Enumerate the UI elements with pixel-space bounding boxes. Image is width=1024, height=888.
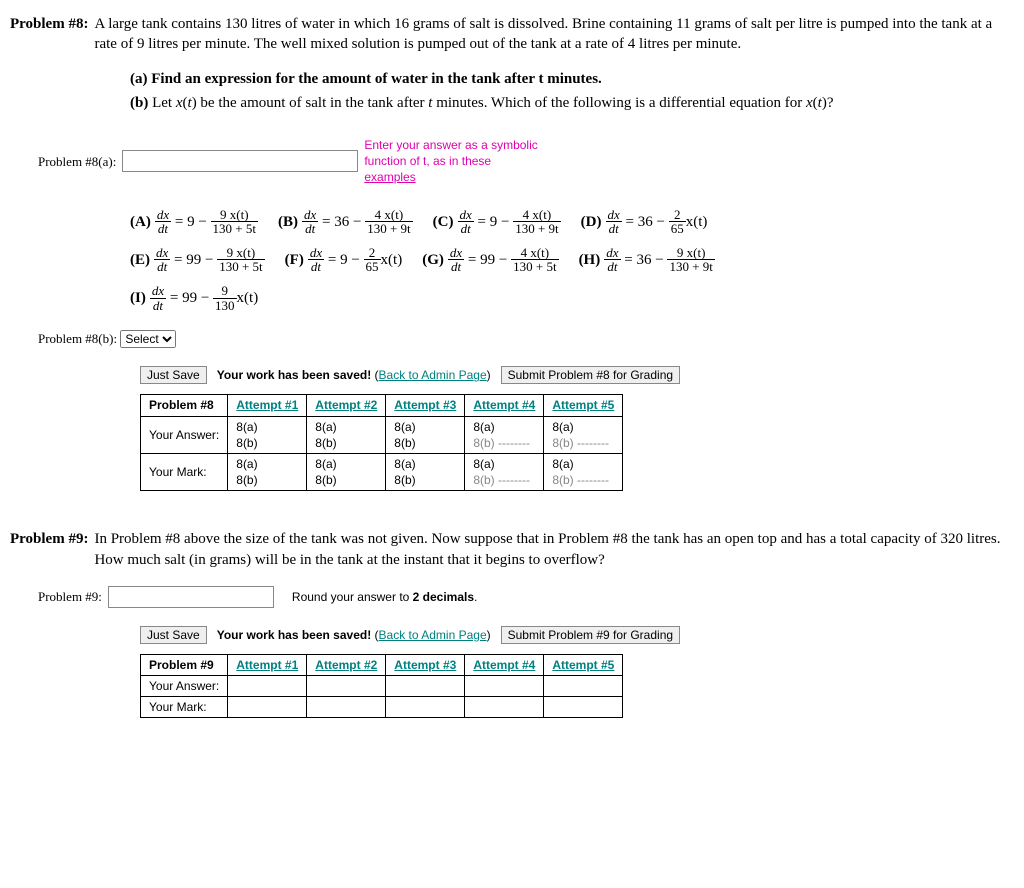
problem-9-header: Problem #9: In Problem #8 above the size… — [10, 529, 1014, 570]
problem-8-parts: (a) Find an expression for the amount of… — [130, 69, 1014, 114]
problem-9-input[interactable] — [108, 586, 274, 608]
choices-block: (A) dxdt = 9 − 9 x(t)130 + 5t (B) dxdt =… — [130, 208, 1014, 313]
submit-button-8[interactable]: Submit Problem #8 for Grading — [501, 366, 680, 384]
attempt-link[interactable]: Attempt #2 — [315, 658, 377, 672]
saved-msg-8: Your work has been saved! (Back to Admin… — [217, 367, 491, 383]
problem-8-label: Problem #8: — [10, 14, 88, 34]
problem-8-header: Problem #8: A large tank contains 130 li… — [10, 14, 1014, 55]
problem-9-label: Problem #9: — [10, 529, 88, 549]
problem-8b-label: Problem #8(b): — [38, 331, 117, 346]
just-save-button-9[interactable]: Just Save — [140, 626, 207, 644]
table-row: Problem #8 Attempt #1 Attempt #2 Attempt… — [141, 395, 623, 416]
attempt-link[interactable]: Attempt #1 — [236, 398, 298, 412]
problem-9-answer-row: Problem #9: Round your answer to 2 decim… — [38, 586, 1014, 608]
attempt-link[interactable]: Attempt #3 — [394, 658, 456, 672]
part-a: (a) Find an expression for the amount of… — [130, 69, 1014, 89]
problem-8a-answer-row: Problem #8(a): Enter your answer as a sy… — [38, 137, 1014, 186]
problem-9-hint: Round your answer to 2 decimals. — [292, 589, 477, 605]
table-row: Your Answer: 8(a)8(b) 8(a)8(b) 8(a)8(b) … — [141, 416, 623, 453]
problem-8-buttons: Just Save Your work has been saved! (Bac… — [140, 366, 1014, 384]
attempt-link[interactable]: Attempt #4 — [473, 658, 535, 672]
submit-button-9[interactable]: Submit Problem #9 for Grading — [501, 626, 680, 644]
problem-8a-label: Problem #8(a): — [38, 153, 116, 171]
choice-E: (E) dxdt = 99 − 9 x(t)130 + 5t — [130, 246, 265, 274]
back-admin-link-9[interactable]: Back to Admin Page — [379, 628, 487, 642]
choice-H: (H) dxdt = 36 − 9 x(t)130 + 9t — [579, 246, 715, 274]
attempt-link[interactable]: Attempt #5 — [552, 398, 614, 412]
examples-link[interactable]: examples — [364, 170, 415, 184]
saved-msg-9: Your work has been saved! (Back to Admin… — [217, 627, 491, 643]
problem-8a-hint: Enter your answer as a symbolic function… — [364, 137, 537, 186]
problem-9-ans-label: Problem #9: — [38, 588, 102, 606]
problem-8-text: A large tank contains 130 litres of wate… — [94, 14, 1014, 55]
problem-8b-select[interactable]: Select — [120, 330, 176, 348]
choice-D: (D) dxdt = 36 − 265x(t) — [581, 208, 708, 236]
attempt-link[interactable]: Attempt #3 — [394, 398, 456, 412]
just-save-button-8[interactable]: Just Save — [140, 366, 207, 384]
choice-F: (F) dxdt = 9 − 265x(t) — [285, 246, 403, 274]
attempt-link[interactable]: Attempt #4 — [473, 398, 535, 412]
attempt-link[interactable]: Attempt #1 — [236, 658, 298, 672]
choice-I: (I) dxdt = 99 − 9130x(t) — [130, 284, 258, 312]
problem-8a-input[interactable] — [122, 150, 358, 172]
choice-G: (G) dxdt = 99 − 4 x(t)130 + 5t — [422, 246, 558, 274]
problem-8b-answer-row: Problem #8(b): Select — [38, 330, 1014, 348]
part-b: (b) Let x(t) be the amount of salt in th… — [130, 93, 1014, 113]
back-admin-link-8[interactable]: Back to Admin Page — [379, 368, 487, 382]
choice-B: (B) dxdt = 36 − 4 x(t)130 + 9t — [278, 208, 413, 236]
table-row: Problem #9 Attempt #1 Attempt #2 Attempt… — [141, 654, 623, 675]
attempt-link[interactable]: Attempt #2 — [315, 398, 377, 412]
choice-C: (C) dxdt = 9 − 4 x(t)130 + 9t — [433, 208, 561, 236]
problem-9-text: In Problem #8 above the size of the tank… — [94, 529, 1014, 570]
table-row: Your Mark: 8(a)8(b) 8(a)8(b) 8(a)8(b) 8(… — [141, 453, 623, 490]
problem-9-buttons: Just Save Your work has been saved! (Bac… — [140, 626, 1014, 644]
attempt-link[interactable]: Attempt #5 — [552, 658, 614, 672]
table-row: Your Mark: — [141, 697, 623, 718]
choice-A: (A) dxdt = 9 − 9 x(t)130 + 5t — [130, 208, 258, 236]
attempt-table-8: Problem #8 Attempt #1 Attempt #2 Attempt… — [140, 394, 623, 491]
attempt-table-9: Problem #9 Attempt #1 Attempt #2 Attempt… — [140, 654, 623, 719]
table-row: Your Answer: — [141, 676, 623, 697]
